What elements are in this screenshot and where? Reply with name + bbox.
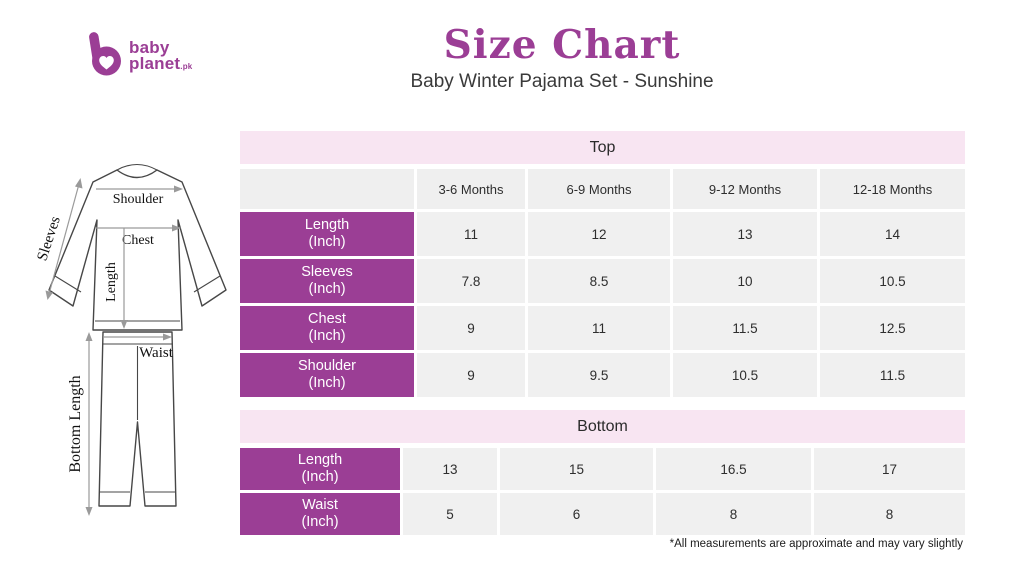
length-arrowhead: [120, 320, 128, 329]
row-header-waist: Waist (Inch): [240, 493, 400, 535]
sleeves-measure-line: [48, 183, 80, 295]
table-cell: 12.5: [820, 306, 965, 350]
brand-name-line2: planet.pk: [129, 54, 193, 73]
top-table-title: Top: [240, 131, 965, 164]
bottom-length-arrowhead-top: [85, 332, 93, 341]
table-cell: 14: [820, 212, 965, 256]
table-cell: 9.5: [528, 353, 670, 397]
shoulder-label: Shoulder: [113, 192, 164, 207]
page-title: Size Chart: [443, 22, 681, 68]
table-cell: 11: [417, 212, 525, 256]
table-cell: 10.5: [820, 259, 965, 303]
bottom-length-label: Bottom Length: [67, 375, 84, 472]
column-header-12-18: 12-18 Months: [820, 169, 965, 209]
row-header-label: Chest: [308, 311, 346, 327]
column-header-9-12: 9-12 Months: [673, 169, 817, 209]
table-cell: 11: [528, 306, 670, 350]
chest-label: Chest: [122, 233, 154, 248]
bottom-table-grid: Length (Inch) 13 15 16.5 17 Waist (Inch)…: [240, 448, 965, 535]
row-header-unit: (Inch): [308, 375, 346, 391]
product-subtitle: Baby Winter Pajama Set - Sunshine: [410, 71, 714, 92]
column-header-6-9: 6-9 Months: [528, 169, 670, 209]
row-header-length-bottom: Length (Inch): [240, 448, 400, 490]
top-size-table: Top 3-6 Months 6-9 Months 9-12 Months 12…: [240, 131, 965, 397]
bottom-table-title: Bottom: [240, 410, 965, 443]
table-cell: 17: [814, 448, 965, 490]
row-header-length: Length (Inch): [240, 212, 414, 256]
row-header-label: Waist: [302, 497, 338, 513]
row-header-label: Sleeves: [301, 264, 353, 280]
b-heart-icon: [89, 32, 121, 76]
waist-arrowhead: [163, 333, 172, 341]
row-header-unit: (Inch): [308, 234, 346, 250]
table-cell: 10.5: [673, 353, 817, 397]
table-cell: 10: [673, 259, 817, 303]
table-cell: 15: [500, 448, 653, 490]
table-cell: 13: [673, 212, 817, 256]
brand-name-suffix: .pk: [180, 62, 193, 71]
bottom-length-arrowhead-bottom: [85, 507, 93, 516]
collar-seam: [116, 163, 158, 171]
cuff-hem-seams: [54, 275, 221, 322]
row-header-sleeves: Sleeves (Inch): [240, 259, 414, 303]
table-cell: 6: [500, 493, 653, 535]
row-header-label: Length: [304, 217, 350, 233]
table-cell: 8: [814, 493, 965, 535]
table-cell: 8: [656, 493, 811, 535]
chest-arrowhead: [172, 224, 181, 232]
row-header-label: Length: [297, 452, 343, 468]
table-cell: 9: [417, 306, 525, 350]
table-cell: 16.5: [656, 448, 811, 490]
table-cell: 8.5: [528, 259, 670, 303]
length-label: Length: [104, 262, 119, 302]
table-cell: 11.5: [820, 353, 965, 397]
table-cell: 5: [403, 493, 497, 535]
row-header-unit: (Inch): [301, 469, 339, 485]
top-table-grid: 3-6 Months 6-9 Months 9-12 Months 12-18 …: [240, 169, 965, 397]
row-header-unit: (Inch): [308, 328, 346, 344]
table-cell: 11.5: [673, 306, 817, 350]
sleeves-arrowhead-top: [75, 178, 83, 189]
brand-name: baby planet.pk: [129, 38, 193, 75]
brand-name-line1: baby: [129, 38, 170, 57]
shirt-outline: [48, 169, 227, 331]
table-cell: 13: [403, 448, 497, 490]
brand-logo: baby planet.pk: [88, 31, 192, 77]
sleeves-arrowhead-bottom: [45, 290, 53, 300]
measurements-disclaimer: *All measurements are approximate and ma…: [669, 538, 963, 550]
row-header-label: Shoulder: [297, 358, 357, 374]
table-cell: 9: [417, 353, 525, 397]
corner-cell: [240, 169, 414, 209]
row-header-unit: (Inch): [308, 281, 346, 297]
shoulder-arrowhead: [174, 185, 183, 193]
pajama-measurement-diagram: Shoulder Chest Length Sleeves Waist Bott…: [35, 163, 227, 516]
row-header-shoulder: Shoulder (Inch): [240, 353, 414, 397]
table-cell: 12: [528, 212, 670, 256]
row-header-unit: (Inch): [301, 514, 339, 530]
waist-label: Waist: [139, 345, 174, 361]
bottom-size-table: Bottom Length (Inch) 13 15 16.5 17 Waist…: [240, 410, 965, 535]
column-header-3-6: 3-6 Months: [417, 169, 525, 209]
row-header-chest: Chest (Inch): [240, 306, 414, 350]
page-header: Size Chart Baby Winter Pajama Set - Suns…: [110, 24, 1014, 93]
pants-seams: [99, 343, 176, 493]
table-cell: 7.8: [417, 259, 525, 303]
